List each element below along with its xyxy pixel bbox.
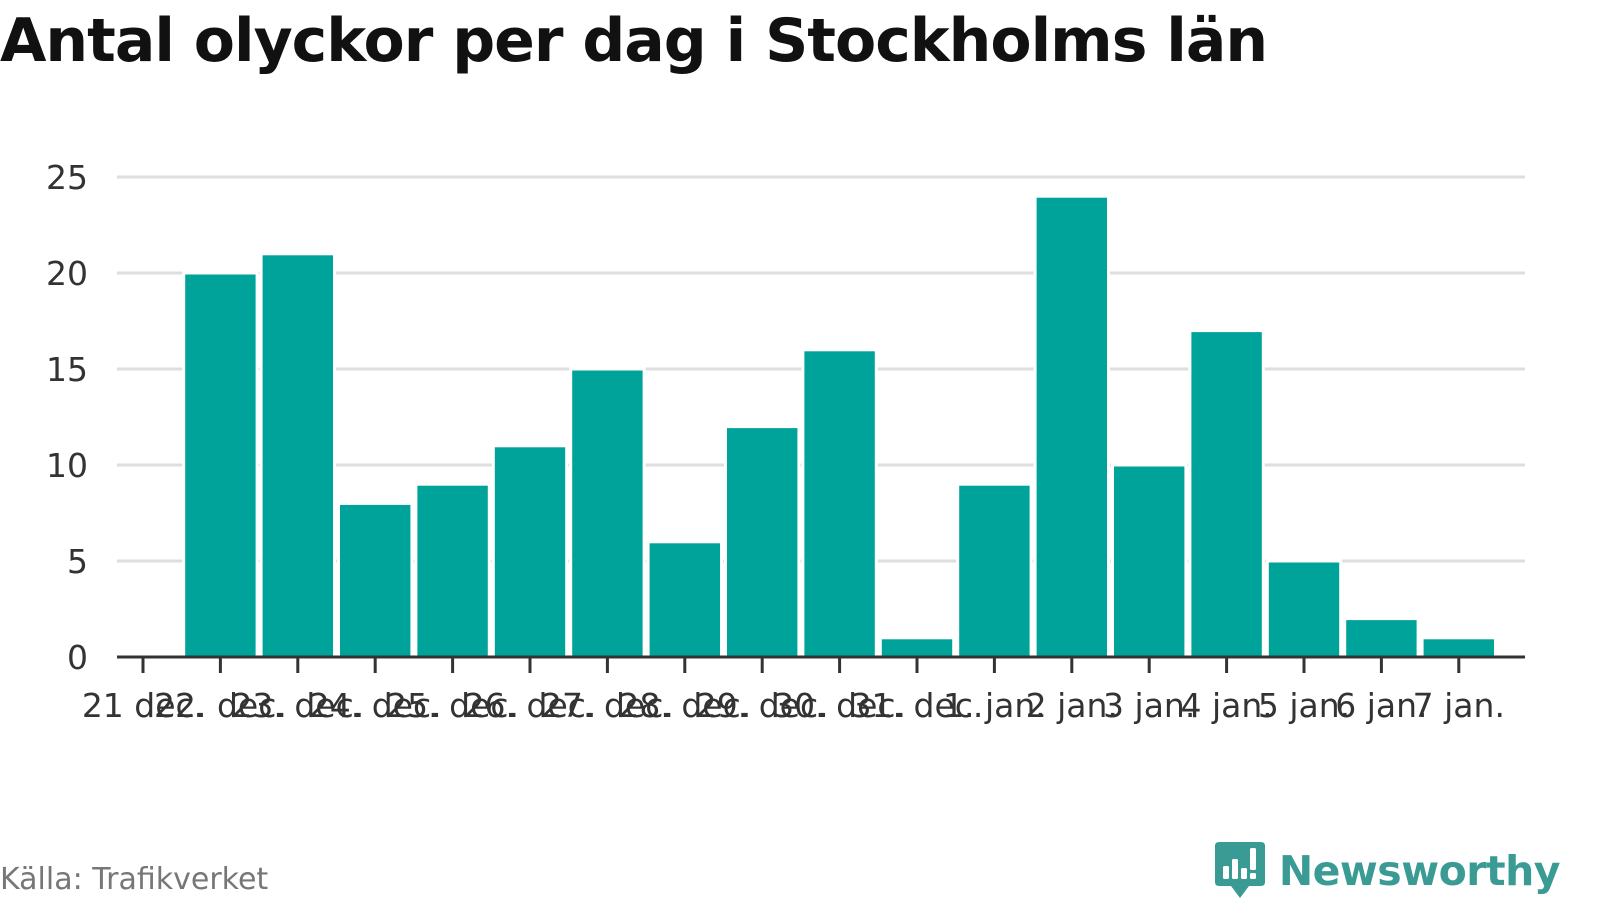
x-tick-label: 22. dec. — [154, 686, 287, 725]
x-tick-label: 2 jan. — [1026, 686, 1118, 725]
bar — [646, 540, 723, 659]
bar — [1265, 559, 1343, 659]
chart-title: Antal olyckor per dag i Stockholms län — [0, 6, 1268, 76]
bar — [259, 252, 337, 659]
bar — [956, 482, 1033, 659]
x-tick-label: 27. dec. — [541, 686, 674, 725]
bars — [182, 194, 1497, 659]
bar — [1420, 636, 1497, 659]
x-tick-label: 28. dec. — [618, 686, 751, 725]
bar — [1111, 463, 1188, 659]
x-tick-label: 6 jan. — [1335, 686, 1427, 725]
source-note: Källa: Trafikverket — [0, 862, 269, 897]
newsworthy-logo-icon — [1214, 842, 1265, 898]
bar — [337, 501, 414, 659]
y-tick-label: 15 — [46, 350, 88, 389]
x-tick-label: 1. jan. — [943, 686, 1046, 725]
bar — [491, 444, 569, 659]
bar — [1188, 329, 1265, 659]
bar — [801, 348, 878, 659]
bar — [1343, 617, 1420, 659]
brand-name: Newsworthy — [1278, 847, 1561, 895]
y-tick-label: 25 — [46, 158, 88, 197]
y-tick-label: 0 — [67, 638, 88, 677]
x-tick-label: 30. dec. — [773, 686, 906, 725]
x-tick-label: 29. dec. — [696, 686, 829, 725]
brand-logo[interactable]: Newsworthy — [1214, 842, 1561, 900]
bar — [182, 271, 259, 659]
x-tick-label: 7 jan. — [1413, 686, 1505, 725]
x-tick-label: 21 dec. — [82, 686, 204, 725]
bar — [878, 636, 956, 659]
x-tick-label: 4 jan. — [1180, 686, 1272, 725]
x-tick-label: 5 jan. — [1258, 686, 1350, 725]
x-tick-label: 3 jan. — [1103, 686, 1195, 725]
bar — [724, 425, 801, 659]
y-tick-label: 20 — [46, 254, 88, 293]
x-axis-tick-labels: 21 dec.22. dec.23. dec.24. dec.25. dec.2… — [82, 686, 1505, 725]
x-tick-label: 26. dec. — [464, 686, 597, 725]
y-tick-label: 5 — [67, 542, 88, 581]
x-tick-label: 25. dec. — [386, 686, 519, 725]
y-axis-tick-labels: 0 5 10 15 20 25 — [46, 158, 88, 677]
x-axis — [117, 655, 1525, 673]
x-tick-label: 31. dec. — [851, 686, 984, 725]
bar — [1033, 194, 1110, 659]
x-tick-label: 23. dec. — [231, 686, 364, 725]
bar — [569, 367, 646, 659]
bar — [414, 482, 491, 659]
y-tick-label: 10 — [46, 446, 88, 485]
x-tick-label: 24. dec. — [309, 686, 442, 725]
